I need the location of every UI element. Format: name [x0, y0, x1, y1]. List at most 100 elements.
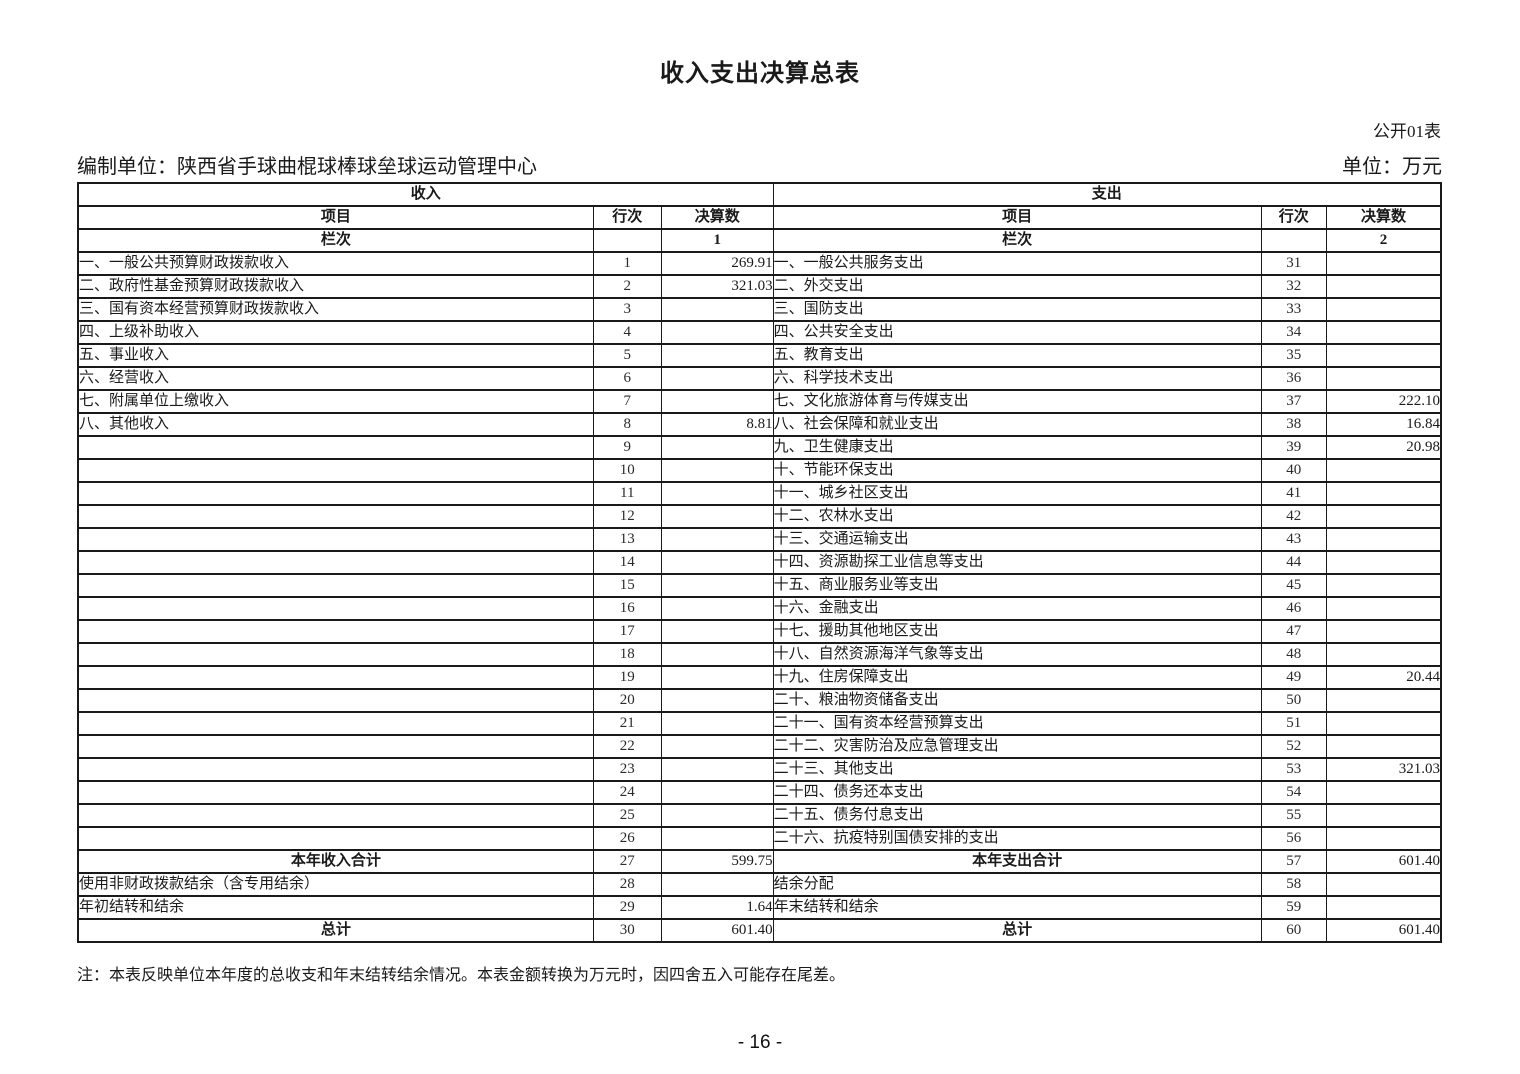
- expense-item-cell: 二十四、债务还本支出: [772, 780, 1262, 805]
- expense-value-cell: [1325, 343, 1442, 368]
- income-value-cell: [660, 711, 774, 736]
- expense-value-cell: [1325, 780, 1442, 805]
- income-item-cell: [77, 826, 594, 851]
- income-line-cell: 13: [592, 527, 662, 552]
- expense-item-cell: 七、文化旅游体育与传媒支出: [772, 389, 1262, 414]
- income-value-cell: [660, 872, 774, 897]
- expense-line-cell: 52: [1260, 734, 1327, 759]
- expense-line-cell: 44: [1260, 550, 1327, 575]
- expense-value-cell: [1325, 734, 1442, 759]
- table-row: 17 十七、援助其他地区支出 47: [77, 619, 1442, 644]
- expense-item-cell: 二十六、抗疫特别国债安排的支出: [772, 826, 1262, 851]
- expense-item-cell: 一、一般公共服务支出: [772, 251, 1262, 276]
- table-body: 一、一般公共预算财政拨款收入 1 269.91 一、一般公共服务支出 31 二、政府性基金…: [77, 251, 1442, 943]
- section-header-row: 收入 支出: [77, 182, 1442, 207]
- income-value-cell: 601.40: [660, 918, 774, 943]
- table-row: 年初结转和结余 29 1.64 年末结转和结余 59: [77, 895, 1442, 920]
- expense-item-cell: 五、教育支出: [772, 343, 1262, 368]
- income-value-cell: [660, 389, 774, 414]
- income-line-cell: 26: [592, 826, 662, 851]
- table-row: 总计 30 601.40 总计 60 601.40: [77, 918, 1442, 943]
- table-row: 一、一般公共预算财政拨款收入 1 269.91 一、一般公共服务支出 31: [77, 251, 1442, 276]
- income-value-cell: [660, 343, 774, 368]
- expense-line-cell: 36: [1260, 366, 1327, 391]
- expense-value-cell: [1325, 573, 1442, 598]
- expense-item-cell: 四、公共安全支出: [772, 320, 1262, 345]
- column-header-row: 项目 行次 决算数 项目 行次 决算数: [77, 205, 1442, 230]
- expense-value-cell: 16.84: [1325, 412, 1442, 437]
- expense-item-cell: 十一、城乡社区支出: [772, 481, 1262, 506]
- expense-item-cell: 本年支出合计: [772, 849, 1262, 874]
- expense-item-cell: 十三、交通运输支出: [772, 527, 1262, 552]
- expense-line-cell: 53: [1260, 757, 1327, 782]
- income-item-cell: [77, 711, 594, 736]
- expense-value-cell: 601.40: [1325, 849, 1442, 874]
- expense-value-cell: [1325, 251, 1442, 276]
- table-row: 六、经营收入 6 六、科学技术支出 36: [77, 366, 1442, 391]
- income-value-cell: 321.03: [660, 274, 774, 299]
- expense-value-cell: [1325, 872, 1442, 897]
- expense-item-cell: 二十五、债务付息支出: [772, 803, 1262, 828]
- income-value-cell: [660, 757, 774, 782]
- expense-item-cell: 年末结转和结余: [772, 895, 1262, 920]
- income-item-header: 项目: [77, 205, 594, 230]
- expense-line-cell: 48: [1260, 642, 1327, 667]
- income-item-cell: [77, 550, 594, 575]
- income-value-cell: [660, 320, 774, 345]
- expense-section-header: 支出: [772, 182, 1442, 207]
- income-item-cell: 年初结转和结余: [77, 895, 594, 920]
- income-item-cell: [77, 780, 594, 805]
- table-row: 14 十四、资源勘探工业信息等支出 44: [77, 550, 1442, 575]
- expense-value-cell: [1325, 711, 1442, 736]
- expense-line-cell: 37: [1260, 389, 1327, 414]
- income-line-cell: 16: [592, 596, 662, 621]
- income-item-cell: [77, 734, 594, 759]
- expense-item-cell: 十二、农林水支出: [772, 504, 1262, 529]
- expense-value-cell: [1325, 619, 1442, 644]
- income-index-line-blank: [592, 228, 662, 253]
- income-amount-header: 决算数: [660, 205, 774, 230]
- expense-value-cell: [1325, 826, 1442, 851]
- expense-line-cell: 33: [1260, 297, 1327, 322]
- income-item-cell: [77, 642, 594, 667]
- income-value-cell: [660, 550, 774, 575]
- table-row: 25 二十五、债务付息支出 55: [77, 803, 1442, 828]
- expense-line-cell: 42: [1260, 504, 1327, 529]
- expense-item-cell: 三、国防支出: [772, 297, 1262, 322]
- expense-item-header: 项目: [772, 205, 1262, 230]
- table-row: 23 二十三、其他支出 53 321.03: [77, 757, 1442, 782]
- income-item-cell: 四、上级补助收入: [77, 320, 594, 345]
- expense-item-cell: 二十、粮油物资储备支出: [772, 688, 1262, 713]
- income-value-cell: [660, 642, 774, 667]
- income-line-cell: 3: [592, 297, 662, 322]
- income-value-cell: [660, 803, 774, 828]
- income-line-cell: 21: [592, 711, 662, 736]
- table-row: 10 十、节能环保支出 40: [77, 458, 1442, 483]
- budget-table: 收入 支出 项目 行次 决算数 项目 行次 决算数 栏次 1 栏次: [77, 182, 1442, 943]
- income-line-cell: 6: [592, 366, 662, 391]
- table-row: 22 二十二、灾害防治及应急管理支出 52: [77, 734, 1442, 759]
- expense-line-header: 行次: [1260, 205, 1327, 230]
- income-column-number: 1: [660, 228, 774, 253]
- expense-value-cell: [1325, 550, 1442, 575]
- expense-amount-header: 决算数: [1325, 205, 1442, 230]
- expense-item-cell: 九、卫生健康支出: [772, 435, 1262, 460]
- income-line-cell: 10: [592, 458, 662, 483]
- table-row: 四、上级补助收入 4 四、公共安全支出 34: [77, 320, 1442, 345]
- income-line-cell: 2: [592, 274, 662, 299]
- income-line-cell: 19: [592, 665, 662, 690]
- income-value-cell: [660, 527, 774, 552]
- column-index-row: 栏次 1 栏次 2: [77, 228, 1442, 253]
- expense-line-cell: 40: [1260, 458, 1327, 483]
- expense-item-cell: 二十二、灾害防治及应急管理支出: [772, 734, 1262, 759]
- table-row: 使用非财政拨款结余（含专用结余） 28 结余分配 58: [77, 872, 1442, 897]
- income-line-cell: 7: [592, 389, 662, 414]
- expense-value-cell: [1325, 803, 1442, 828]
- expense-value-cell: 321.03: [1325, 757, 1442, 782]
- income-value-cell: [660, 458, 774, 483]
- expense-item-cell: 十六、金融支出: [772, 596, 1262, 621]
- expense-value-cell: [1325, 895, 1442, 920]
- income-value-cell: [660, 366, 774, 391]
- income-section-header: 收入: [77, 182, 774, 207]
- prepared-by-label: 编制单位：陕西省手球曲棍球棒球垒球运动管理中心: [77, 156, 537, 178]
